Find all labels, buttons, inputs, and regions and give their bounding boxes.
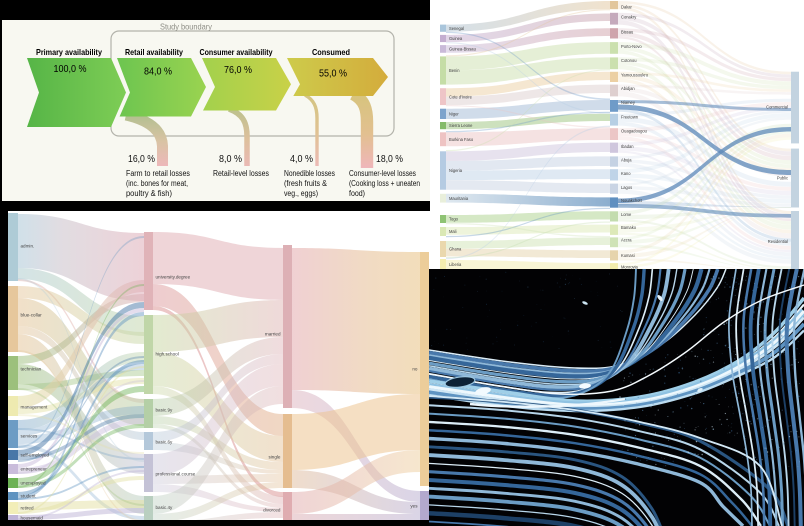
svg-text:Liberia: Liberia bbox=[449, 262, 462, 267]
svg-text:(Cooking loss + uneaten: (Cooking loss + uneaten bbox=[349, 179, 420, 188]
svg-text:university.degree: university.degree bbox=[156, 275, 191, 280]
svg-text:Lagos: Lagos bbox=[621, 185, 632, 190]
svg-text:student: student bbox=[21, 494, 37, 499]
svg-text:Sierra Leone: Sierra Leone bbox=[449, 123, 473, 128]
svg-text:Study boundary: Study boundary bbox=[160, 22, 213, 32]
svg-text:Niger: Niger bbox=[449, 111, 459, 116]
svg-text:Guinea: Guinea bbox=[449, 36, 463, 41]
svg-text:Retail availability: Retail availability bbox=[125, 47, 183, 57]
svg-text:blue-collar: blue-collar bbox=[21, 313, 43, 318]
svg-text:Bissau: Bissau bbox=[621, 29, 633, 34]
svg-text:Senegal: Senegal bbox=[449, 26, 464, 31]
svg-text:Porto-Novo: Porto-Novo bbox=[621, 44, 642, 49]
svg-text:Public: Public bbox=[777, 176, 788, 181]
svg-text:76,0 %: 76,0 % bbox=[224, 64, 252, 76]
svg-text:Monrovia: Monrovia bbox=[621, 264, 639, 269]
svg-text:Mauritania: Mauritania bbox=[449, 196, 469, 201]
svg-text:Burkina Faso: Burkina Faso bbox=[449, 137, 474, 142]
svg-text:Yamoussoukro: Yamoussoukro bbox=[621, 73, 649, 78]
svg-text:84,0 %: 84,0 % bbox=[144, 66, 172, 78]
svg-text:food): food) bbox=[349, 189, 365, 198]
svg-text:management: management bbox=[21, 405, 49, 410]
svg-text:16,0 %: 16,0 % bbox=[128, 154, 155, 165]
svg-text:Primary availability: Primary availability bbox=[36, 47, 102, 57]
svg-text:Accra: Accra bbox=[621, 238, 632, 243]
svg-text:yes: yes bbox=[410, 504, 418, 509]
svg-text:Ibadan: Ibadan bbox=[621, 144, 634, 149]
svg-text:Ouagadougou: Ouagadougou bbox=[621, 128, 647, 133]
svg-text:Conakry: Conakry bbox=[621, 15, 637, 20]
svg-text:basic.4y: basic.4y bbox=[156, 505, 174, 510]
svg-text:Nigeria: Nigeria bbox=[449, 168, 463, 173]
svg-text:self-employed: self-employed bbox=[21, 453, 50, 458]
svg-text:Kumasi: Kumasi bbox=[621, 253, 635, 258]
svg-text:divorced: divorced bbox=[263, 508, 281, 513]
svg-text:4,0 %: 4,0 % bbox=[290, 154, 313, 165]
svg-text:Lome: Lome bbox=[621, 212, 632, 217]
svg-text:high.school: high.school bbox=[156, 352, 179, 357]
svg-text:(fresh fruits &: (fresh fruits & bbox=[284, 179, 328, 188]
svg-text:no: no bbox=[412, 367, 418, 372]
svg-text:Cote d'Ivoire: Cote d'Ivoire bbox=[449, 94, 473, 99]
svg-text:Consumer availability: Consumer availability bbox=[200, 47, 273, 57]
svg-text:basic.9y: basic.9y bbox=[156, 408, 174, 413]
svg-text:professional.course: professional.course bbox=[156, 472, 196, 477]
svg-text:housemaid: housemaid bbox=[21, 516, 44, 521]
svg-text:unemployed: unemployed bbox=[21, 481, 46, 486]
svg-text:Mali: Mali bbox=[449, 229, 457, 234]
svg-text:55,0 %: 55,0 % bbox=[319, 68, 347, 80]
svg-text:Nouakchott: Nouakchott bbox=[621, 198, 643, 203]
svg-text:admin.: admin. bbox=[21, 244, 35, 249]
svg-text:basic.6y: basic.6y bbox=[156, 440, 174, 445]
svg-text:entrepreneur: entrepreneur bbox=[21, 467, 48, 472]
svg-text:Abidjan: Abidjan bbox=[621, 86, 635, 91]
svg-text:Commercial: Commercial bbox=[766, 105, 788, 110]
svg-text:Dakar: Dakar bbox=[621, 5, 633, 10]
svg-text:veg., eggs): veg., eggs) bbox=[284, 189, 318, 198]
svg-text:retired: retired bbox=[21, 506, 34, 511]
svg-text:Retail-level losses: Retail-level losses bbox=[213, 169, 269, 178]
svg-text:Ghana: Ghana bbox=[449, 247, 462, 252]
svg-text:(inc. bones for meat,: (inc. bones for meat, bbox=[126, 179, 188, 188]
svg-text:Residential: Residential bbox=[768, 239, 788, 244]
svg-text:Bamako: Bamako bbox=[621, 225, 637, 230]
svg-text:Nonedible losses: Nonedible losses bbox=[284, 169, 335, 178]
svg-text:Niamey: Niamey bbox=[621, 100, 636, 105]
svg-text:services: services bbox=[21, 434, 39, 439]
svg-text:18,0 %: 18,0 % bbox=[376, 154, 403, 165]
svg-text:Farm to retail losses: Farm to retail losses bbox=[126, 169, 190, 178]
svg-text:single: single bbox=[268, 455, 280, 460]
svg-text:Kano: Kano bbox=[621, 171, 631, 176]
svg-text:Cotonou: Cotonou bbox=[621, 58, 636, 63]
svg-text:married: married bbox=[265, 332, 281, 337]
svg-text:100,0 %: 100,0 % bbox=[54, 63, 87, 75]
svg-text:technician: technician bbox=[21, 367, 42, 372]
svg-text:Abuja: Abuja bbox=[621, 158, 632, 163]
svg-text:Togo: Togo bbox=[449, 217, 459, 222]
svg-text:Freetown: Freetown bbox=[621, 115, 639, 120]
svg-text:Benin: Benin bbox=[449, 68, 460, 73]
svg-text:poultry & fish): poultry & fish) bbox=[126, 189, 172, 198]
svg-text:Consumer-level losses: Consumer-level losses bbox=[349, 169, 416, 178]
svg-text:Consumed: Consumed bbox=[312, 47, 350, 57]
svg-text:Guinea-Bissau: Guinea-Bissau bbox=[449, 47, 476, 52]
svg-text:8,0 %: 8,0 % bbox=[219, 154, 242, 165]
